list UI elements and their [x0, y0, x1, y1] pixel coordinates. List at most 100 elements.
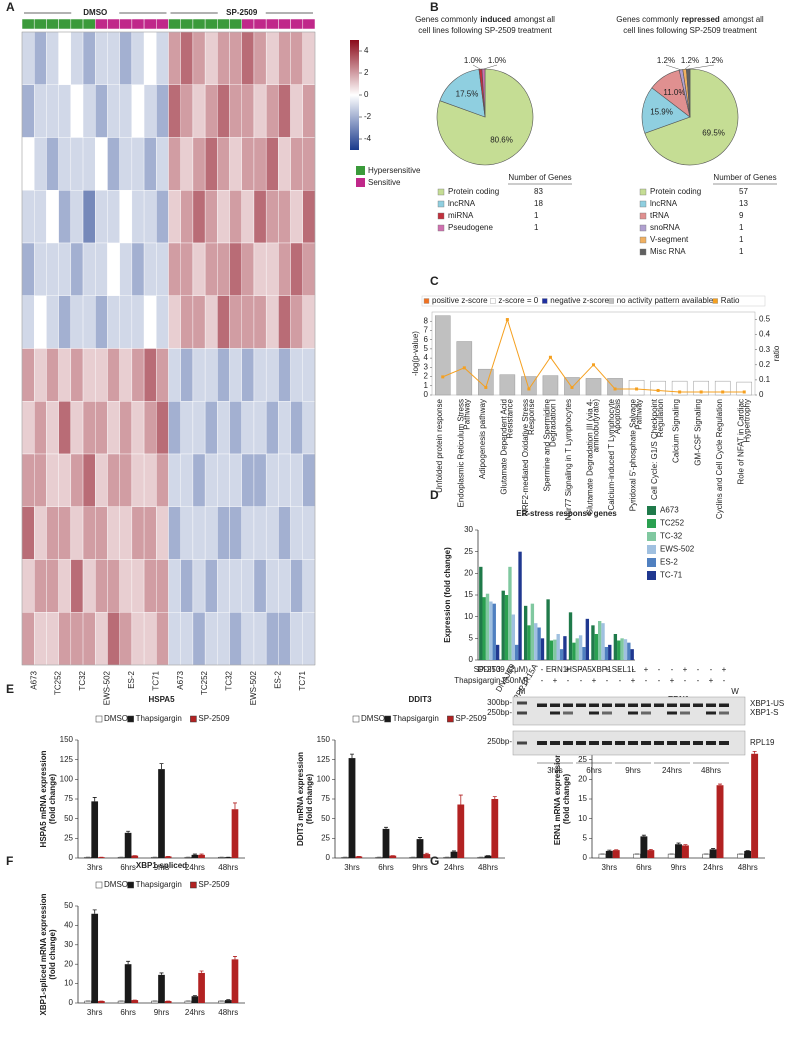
gel-band — [680, 703, 690, 707]
y-tick-label: 50 — [64, 901, 73, 910]
heatmap-cell — [217, 84, 230, 138]
heatmap-cell — [192, 506, 206, 560]
bar — [556, 634, 560, 660]
ratio-point — [548, 355, 552, 359]
legend-swatch — [639, 248, 647, 256]
gel-band — [680, 711, 690, 715]
bar — [647, 850, 655, 858]
error-bar — [232, 956, 237, 960]
error-bar — [718, 783, 723, 786]
group-label: SP-2509 — [226, 8, 258, 17]
x-tick-label: 48hrs — [218, 863, 238, 872]
heatmap-cell — [204, 348, 218, 402]
heatmap-cell — [217, 506, 230, 560]
heatmap-cell — [265, 242, 279, 296]
y-tick-label: 2 — [424, 372, 429, 381]
legend-swatch — [647, 519, 656, 528]
treatment-sign: - — [541, 676, 544, 685]
heatmap-cell — [34, 295, 47, 349]
slice-label: 15.9% — [650, 108, 673, 117]
bar — [549, 640, 554, 660]
heatmap-cell — [241, 348, 255, 402]
x-tick-label: ERN1 — [546, 665, 568, 674]
bar — [515, 644, 519, 660]
heatmap-cell — [241, 295, 255, 349]
legend-label: TC-71 — [660, 571, 683, 580]
legend-swatch — [639, 200, 647, 208]
bar — [482, 597, 486, 660]
heatmap-cell — [253, 559, 267, 613]
legend-frame — [421, 295, 766, 307]
legend-swatch — [127, 715, 134, 723]
y-tick-label: 150 — [317, 735, 331, 744]
heatmap-cell — [217, 242, 230, 296]
annotation-cell — [217, 18, 230, 30]
heatmap-cell — [46, 401, 59, 455]
color-tick-label: 2 — [364, 68, 369, 77]
bar — [416, 839, 424, 858]
treatment-sign: - — [658, 665, 661, 674]
heatmap-cell — [143, 31, 157, 85]
heatmap-cell — [192, 137, 206, 191]
heatmap-frame — [21, 31, 316, 666]
y-tick-label: 150 — [60, 735, 74, 744]
y-tick-label: 6 — [424, 335, 429, 344]
count-header: Number of Genes — [508, 173, 571, 182]
bar — [575, 638, 579, 660]
bar — [568, 612, 573, 660]
heatmap-cell — [82, 612, 96, 666]
heatmap-cell — [180, 84, 194, 138]
legend-label: Thapsigargin — [136, 880, 182, 889]
heatmap-cell — [302, 137, 316, 191]
heatmap-cell — [82, 559, 96, 613]
legend-label: miRNA — [448, 211, 474, 220]
heatmap-cell — [204, 190, 218, 244]
heatmap-cell — [70, 401, 84, 455]
heatmap-cell — [82, 242, 96, 296]
gel-band — [615, 703, 625, 707]
treatment-sign: - — [580, 665, 583, 674]
heatmap-cell — [302, 506, 316, 560]
heatmap-cell — [131, 242, 145, 296]
error-bar — [452, 850, 456, 852]
bar — [716, 785, 724, 858]
heatmap-cell — [107, 348, 120, 402]
treatment-sign: - — [593, 665, 596, 674]
treatment-sign: - — [606, 676, 609, 685]
heatmap-cell — [46, 559, 59, 613]
x-tick-label: Apoptosis — [613, 399, 622, 434]
heatmap-cell — [302, 242, 316, 296]
legend-label: ES-2 — [660, 558, 678, 567]
error-bar — [192, 853, 197, 855]
gel-band — [537, 703, 547, 707]
slice-label: 1.2% — [657, 56, 675, 65]
heatmap-cell — [34, 506, 47, 560]
legend-swatch — [647, 532, 656, 541]
heatmap-cell — [58, 559, 72, 613]
heatmap-cell — [95, 242, 108, 296]
bar — [492, 603, 496, 660]
panel-label: D — [430, 488, 439, 502]
legend-swatch — [608, 298, 614, 304]
treatment-label: SP-2509 (2μM) — [474, 665, 529, 674]
column-label: ES-2 — [127, 670, 136, 688]
heatmap-cell — [180, 401, 194, 455]
treatment-sign: + — [566, 665, 571, 674]
heatmap-cell — [34, 401, 47, 455]
heatmap-cell — [241, 612, 255, 666]
pie-title-part: amongst all — [723, 15, 764, 24]
slice-label: 1.2% — [705, 56, 723, 65]
bar — [198, 854, 205, 858]
gel-band — [693, 703, 703, 707]
heatmap-cell — [168, 242, 181, 296]
heatmap-cell — [278, 295, 291, 349]
annotation-cell — [119, 18, 133, 30]
bar — [585, 378, 602, 396]
treatment-sign: - — [541, 665, 544, 674]
legend-label: TC-32 — [660, 532, 683, 541]
gel-band — [719, 711, 729, 715]
heatmap-cell — [131, 84, 145, 138]
heatmap-cell — [156, 453, 169, 507]
annotation-cell — [278, 18, 291, 30]
gel-band — [667, 711, 677, 715]
